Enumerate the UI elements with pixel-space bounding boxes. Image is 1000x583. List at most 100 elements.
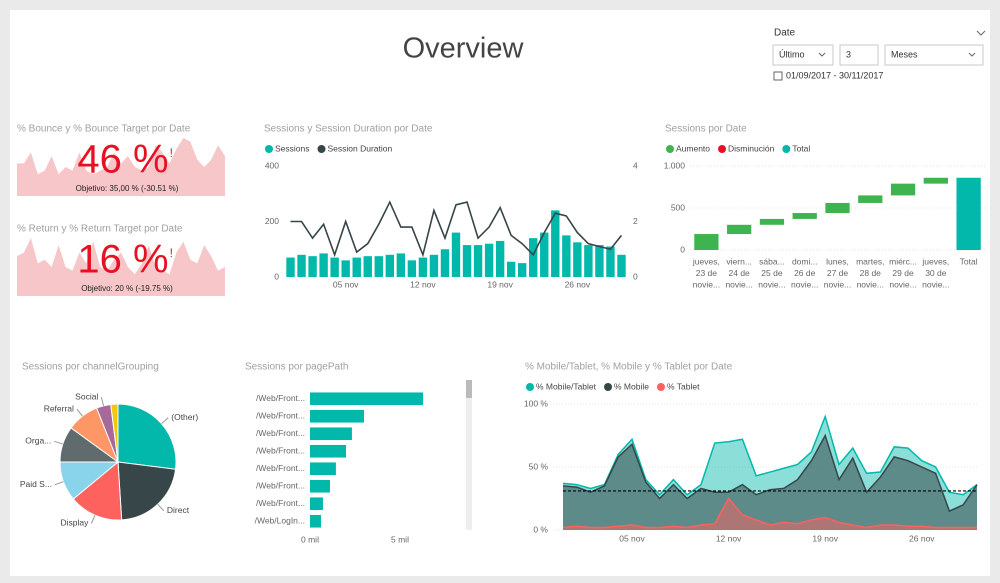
y-tick-label: /Web/Front... — [256, 498, 305, 508]
waterfall-bar — [858, 195, 883, 203]
area — [563, 435, 977, 530]
slice-label: Social — [75, 391, 98, 401]
bar — [330, 257, 339, 277]
date-range: 01/09/2017 - 30/11/2017 — [786, 70, 883, 80]
x-tick-label: 0 mil — [301, 534, 319, 544]
x-tick-label: novie... — [857, 279, 884, 289]
y2-tick-label: 4 — [633, 160, 638, 170]
kpi-goal: Objetivo: 20 % (-19.75 %) — [81, 284, 173, 293]
line — [290, 200, 623, 258]
waterfall-bar — [956, 177, 981, 250]
bar — [310, 479, 330, 493]
slicer-collapse[interactable] — [976, 30, 986, 36]
waterfall-bar — [890, 183, 916, 196]
legend-label: Session Duration — [328, 143, 393, 153]
chart-title: Sessions y Session Duration por Date — [264, 124, 433, 135]
x-tick-label: 25 de — [761, 268, 783, 278]
bar — [529, 238, 538, 277]
bar — [451, 232, 461, 277]
y-tick-label: 0 — [680, 244, 685, 254]
slice-label: Direct — [167, 505, 190, 515]
y-tick-label: 400 — [265, 160, 279, 170]
bar — [310, 497, 323, 511]
bar — [310, 444, 346, 458]
leader-line — [90, 515, 96, 524]
scrollbar[interactable] — [466, 380, 472, 530]
chart-title: Sessions por channelGrouping — [22, 362, 159, 373]
x-tick-label: 23 de — [696, 268, 718, 278]
bar — [606, 246, 615, 277]
bar — [286, 257, 295, 277]
legend-label: % Mobile/Tablet — [536, 381, 597, 391]
x-tick-label: novie... — [693, 279, 720, 289]
y-tick-label: 0 — [274, 271, 279, 281]
bar — [573, 242, 582, 277]
y-tick-label: /Web/Front... — [256, 393, 305, 403]
chart-title: Sessions por Date — [665, 124, 747, 135]
x-tick-label: jueves, — [692, 256, 720, 266]
y-tick-label: /Web/Front... — [256, 446, 305, 456]
x-tick-label: 5 mil — [391, 534, 409, 544]
unit-dropdown[interactable] — [884, 44, 984, 66]
mode-dropdown[interactable] — [772, 44, 834, 66]
bar — [297, 254, 306, 277]
kpi-goal: Objetivo: 35,00 % (-30.51 %) — [76, 184, 179, 193]
waterfall-bar — [792, 213, 817, 219]
bar — [462, 245, 472, 277]
slice-label: (Other) — [171, 412, 198, 422]
bar — [418, 257, 428, 277]
x-tick-label: 30 de — [925, 268, 947, 278]
bar — [440, 249, 450, 277]
bar — [407, 260, 417, 277]
chart-title: Sessions por pagePath — [245, 362, 348, 373]
waterfall-bar — [727, 224, 752, 235]
y-tick-label: /Web/Front... — [256, 411, 305, 421]
calendar-icon[interactable] — [773, 71, 783, 81]
legend-swatch — [604, 383, 613, 391]
area-line — [562, 433, 978, 513]
legend-label: Sessions — [275, 143, 310, 153]
waterfall-bar — [694, 234, 719, 250]
bar — [473, 245, 483, 277]
legend-label: Aumento — [676, 143, 710, 153]
x-tick-label: 05 nov — [333, 279, 359, 289]
y-tick-label: /Web/Front... — [256, 481, 305, 491]
x-tick-label: viern... — [726, 256, 752, 266]
legend-label: Disminución — [728, 143, 775, 153]
dropdown-arrow — [968, 52, 976, 57]
pie-slice — [110, 403, 119, 463]
legend-swatch — [718, 145, 727, 153]
leader-line — [157, 503, 165, 512]
x-tick-label: 26 nov — [909, 533, 935, 543]
leader-line — [76, 408, 83, 417]
x-tick-label: novie... — [922, 279, 949, 289]
bar — [396, 253, 406, 277]
y-tick-label: /Web/LogIn... — [255, 516, 305, 526]
x-tick-label: novie... — [824, 279, 851, 289]
bar — [495, 240, 505, 277]
trend-area — [17, 138, 225, 196]
x-tick-label: 27 de — [827, 268, 849, 278]
waterfall-bar — [923, 177, 948, 184]
x-tick-label: 29 de — [892, 268, 914, 278]
x-tick-label: 12 nov — [716, 533, 742, 543]
count-input[interactable] — [839, 44, 879, 66]
chart-title: % Mobile/Tablet, % Mobile y % Tablet por… — [525, 362, 733, 373]
bar — [310, 409, 364, 423]
scroll-thumb[interactable] — [466, 380, 472, 398]
leader-line — [161, 417, 169, 425]
bar — [595, 245, 604, 277]
slice-label: Display — [61, 518, 90, 528]
bar — [506, 261, 516, 277]
kpi-alert: ! — [170, 146, 173, 160]
waterfall-bar — [759, 218, 785, 225]
slice-label: Paid S... — [20, 479, 52, 489]
mode-value: Último — [779, 49, 805, 59]
slicer-label: Date — [774, 28, 796, 39]
x-tick-label: 24 de — [729, 268, 751, 278]
bar — [374, 256, 383, 277]
bar — [484, 243, 494, 277]
bar — [310, 514, 321, 528]
